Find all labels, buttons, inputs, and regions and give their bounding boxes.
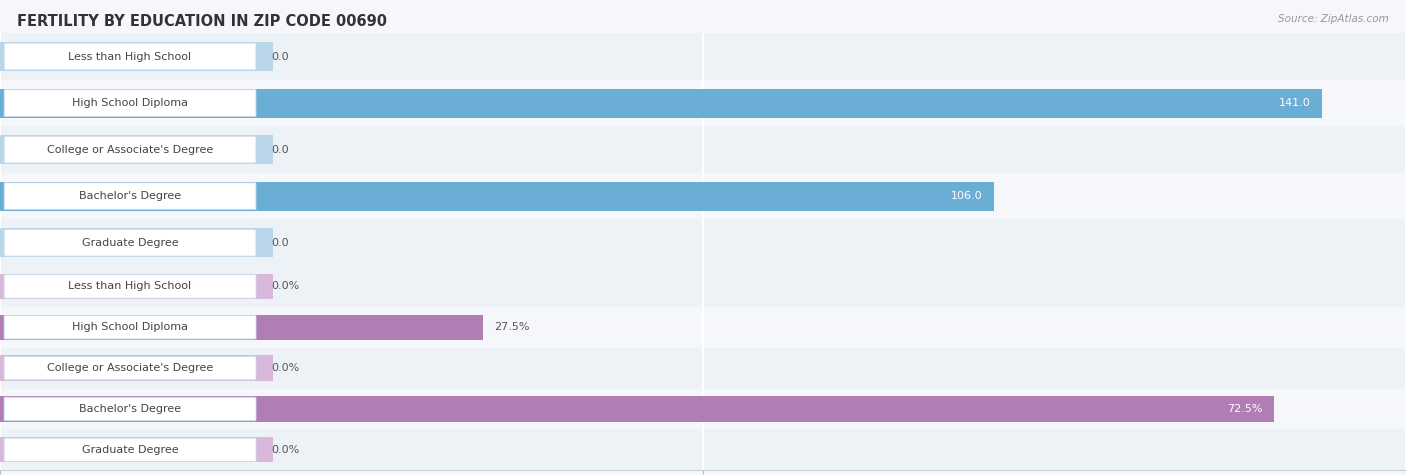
Text: 141.0: 141.0: [1278, 98, 1310, 108]
Bar: [0, 89, 273, 117]
Bar: [0, 314, 273, 340]
Bar: [0, 314, 484, 340]
Bar: [0, 274, 273, 299]
Bar: [0, 135, 273, 164]
Text: Graduate Degree: Graduate Degree: [82, 238, 179, 248]
Text: Bachelor's Degree: Bachelor's Degree: [79, 191, 181, 201]
FancyBboxPatch shape: [4, 136, 256, 163]
Bar: [0, 182, 994, 210]
Bar: [0, 396, 1274, 422]
Text: 0.0%: 0.0%: [271, 445, 299, 455]
Bar: [0, 355, 273, 381]
Bar: [0, 80, 1406, 126]
Bar: [0, 396, 273, 422]
Text: FERTILITY BY EDUCATION IN ZIP CODE 00690: FERTILITY BY EDUCATION IN ZIP CODE 00690: [17, 14, 387, 29]
Bar: [0, 307, 1406, 348]
FancyBboxPatch shape: [4, 183, 256, 209]
Text: 0.0: 0.0: [271, 238, 290, 248]
Bar: [0, 437, 273, 463]
Bar: [0, 348, 1406, 389]
Text: Less than High School: Less than High School: [69, 281, 191, 292]
Bar: [0, 33, 1406, 80]
Bar: [0, 89, 1322, 117]
Text: 27.5%: 27.5%: [495, 322, 530, 332]
Bar: [0, 266, 1406, 307]
FancyBboxPatch shape: [4, 438, 256, 462]
Bar: [0, 182, 273, 210]
Text: Bachelor's Degree: Bachelor's Degree: [79, 404, 181, 414]
Text: 0.0%: 0.0%: [271, 363, 299, 373]
Text: 72.5%: 72.5%: [1227, 404, 1263, 414]
Text: Source: ZipAtlas.com: Source: ZipAtlas.com: [1278, 14, 1389, 24]
Text: Graduate Degree: Graduate Degree: [82, 445, 179, 455]
FancyBboxPatch shape: [4, 315, 256, 339]
Text: 0.0: 0.0: [271, 51, 290, 62]
Text: High School Diploma: High School Diploma: [72, 322, 188, 332]
Text: High School Diploma: High School Diploma: [72, 98, 188, 108]
Text: 0.0: 0.0: [271, 144, 290, 155]
Bar: [0, 42, 273, 71]
Bar: [0, 429, 1406, 470]
FancyBboxPatch shape: [4, 356, 256, 380]
FancyBboxPatch shape: [4, 43, 256, 70]
Text: 106.0: 106.0: [950, 191, 983, 201]
Bar: [0, 219, 1406, 266]
Bar: [0, 228, 273, 257]
Text: Less than High School: Less than High School: [69, 51, 191, 62]
FancyBboxPatch shape: [4, 229, 256, 256]
Text: College or Associate's Degree: College or Associate's Degree: [46, 363, 214, 373]
Bar: [0, 389, 1406, 429]
FancyBboxPatch shape: [4, 397, 256, 421]
Bar: [0, 173, 1406, 219]
Text: 0.0%: 0.0%: [271, 281, 299, 292]
Bar: [0, 126, 1406, 173]
FancyBboxPatch shape: [4, 275, 256, 298]
FancyBboxPatch shape: [4, 90, 256, 116]
Text: College or Associate's Degree: College or Associate's Degree: [46, 144, 214, 155]
